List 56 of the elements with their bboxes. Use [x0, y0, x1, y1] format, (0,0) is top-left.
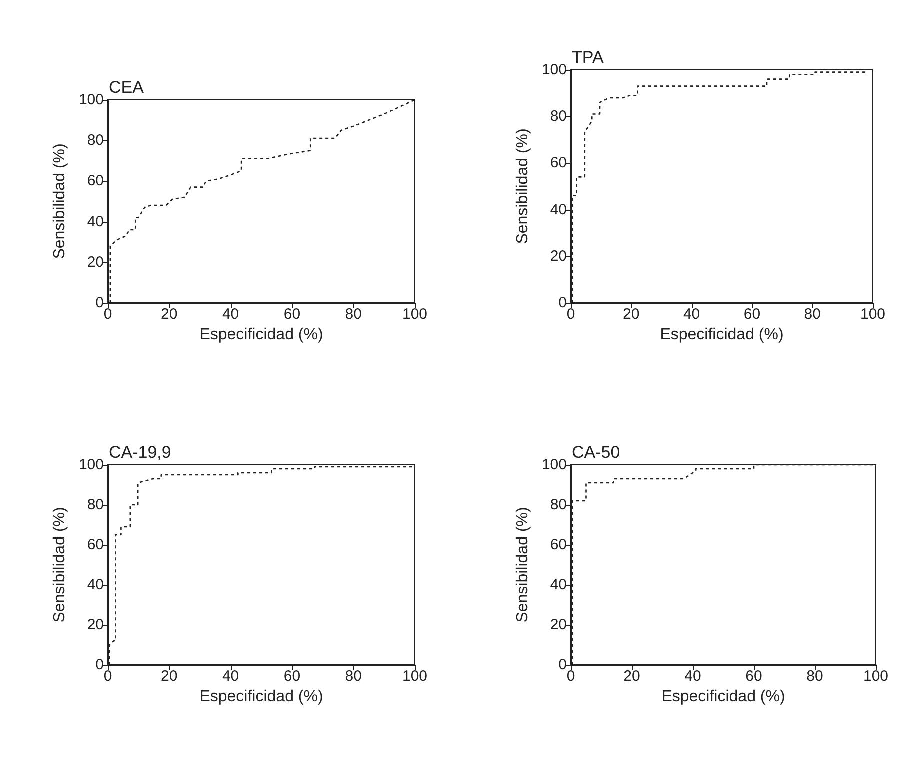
y-axis-title: Sensibilidad (%) [514, 507, 532, 623]
x-tick-label: 80 [804, 306, 821, 323]
y-tick-label: 40 [550, 201, 567, 218]
y-tick-label: 100 [542, 62, 567, 78]
y-tick-label: 0 [96, 656, 104, 674]
y-tick-label: 20 [550, 616, 567, 634]
y-tick-label: 60 [87, 172, 104, 190]
y-tick-label: 60 [550, 154, 567, 172]
y-tick-label: 20 [87, 616, 104, 634]
y-tick-label: 40 [550, 576, 567, 594]
x-axis-title: Especificidad (%) [200, 688, 324, 706]
x-tick-label: 80 [345, 668, 362, 685]
y-axis-title: Sensibilidad (%) [514, 128, 532, 244]
x-tick-label: 80 [345, 306, 362, 323]
y-tick-label: 40 [87, 213, 104, 230]
chart-title: CA-50 [572, 443, 620, 462]
y-tick-label: 60 [550, 536, 567, 554]
x-tick-label: 40 [222, 668, 240, 685]
x-tick-label: 100 [402, 306, 428, 323]
x-tick-label: 40 [684, 668, 702, 685]
y-tick-label: 0 [558, 656, 567, 674]
x-tick-label: 20 [624, 668, 640, 685]
y-tick-label: 80 [87, 132, 104, 150]
x-tick-label: 100 [860, 306, 886, 323]
x-tick-label: 100 [402, 668, 428, 685]
x-tick-label: 80 [806, 668, 824, 685]
y-tick-label: 0 [558, 294, 567, 312]
y-tick-label: 20 [550, 248, 567, 265]
x-tick-label: 20 [161, 306, 178, 323]
y-tick-label: 80 [550, 108, 567, 126]
x-tick-label: 60 [284, 306, 301, 323]
y-tick-label: 40 [87, 576, 104, 594]
chart-title: CEA [109, 78, 145, 97]
y-tick-label: 60 [87, 536, 104, 554]
x-tick-label: 40 [683, 306, 700, 323]
x-tick-label: 60 [284, 668, 301, 685]
y-tick-label: 20 [87, 254, 104, 271]
x-tick-label: 100 [863, 668, 889, 685]
y-tick-label: 100 [78, 456, 104, 474]
x-axis-title: Especificidad (%) [660, 326, 784, 344]
y-tick-label: 100 [542, 456, 567, 474]
x-axis-title: Especificidad (%) [662, 688, 786, 706]
y-tick-label: 80 [550, 496, 567, 514]
y-tick-label: 0 [96, 294, 104, 312]
x-tick-label: 20 [161, 668, 178, 685]
y-tick-label: 80 [87, 496, 104, 514]
x-tick-label: 60 [746, 668, 762, 685]
chart-title: TPA [572, 48, 604, 67]
y-tick-label: 100 [78, 92, 104, 108]
x-tick-label: 60 [744, 306, 761, 323]
y-axis-title: Sensibilidad (%) [52, 507, 69, 623]
chart-title: CA-19,9 [109, 443, 172, 462]
x-tick-label: 40 [222, 306, 240, 323]
y-axis-title: Sensibilidad (%) [52, 144, 69, 260]
x-tick-label: 20 [623, 306, 640, 323]
x-axis-title: Especificidad (%) [200, 326, 324, 344]
